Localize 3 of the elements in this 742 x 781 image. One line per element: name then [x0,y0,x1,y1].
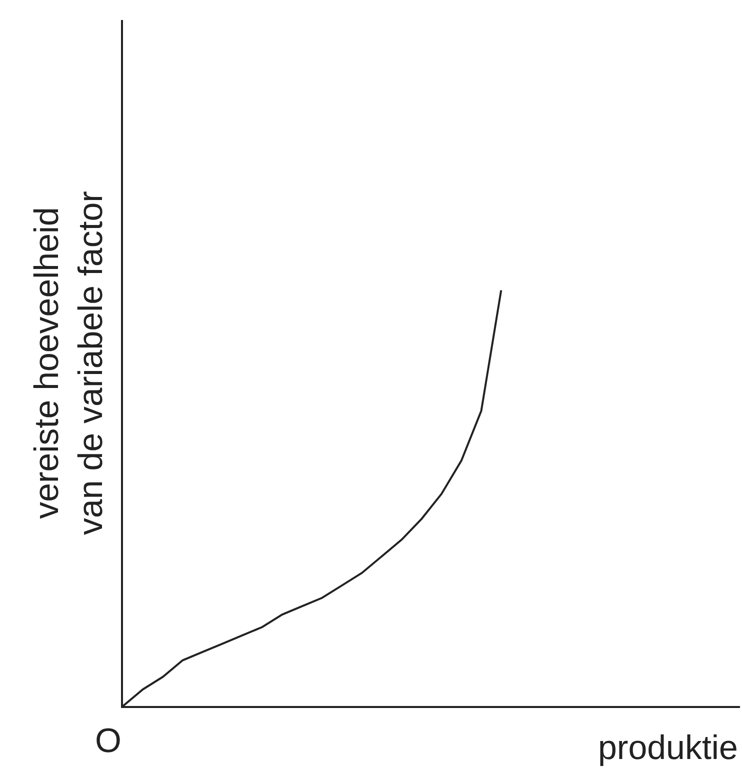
x-axis-title: produktie [598,729,738,767]
y-axis-title: vereiste hoeveelheid van de variabele factor [28,191,110,535]
text: O [95,722,122,760]
